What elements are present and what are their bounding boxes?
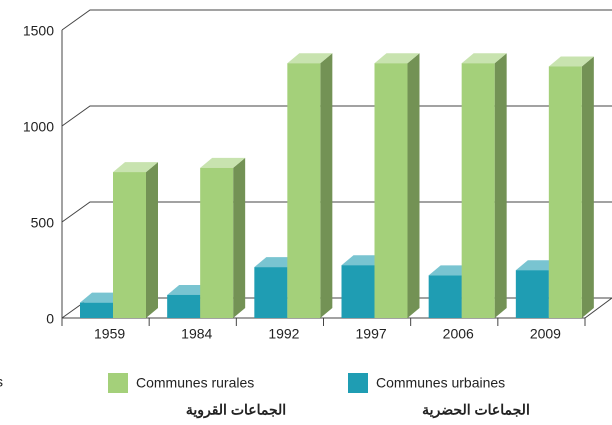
bar-top [200,157,246,168]
y-tick-label: 500 [31,215,55,231]
bar-front [80,302,113,318]
bar-top [461,53,507,64]
bar [287,53,333,318]
y-tick-label: 1500 [23,23,54,39]
bar-front [461,63,495,318]
bar [461,53,507,318]
bar-top [287,53,333,64]
y-tick-label: 0 [46,311,54,327]
legend-label: Communes rurales [136,375,254,391]
bar-top [113,162,158,173]
bar-side [494,53,507,318]
legend-swatch [348,373,368,393]
bar-front [287,63,321,318]
bar-front [428,275,462,318]
x-tick-label: 1997 [356,326,387,342]
legend-swatch [108,373,128,393]
bar-side [146,162,158,318]
bar [548,56,594,318]
bar-front [374,63,408,318]
bar-front [341,265,375,318]
grid-line [61,9,612,31]
x-tick-label: 2006 [443,326,474,342]
bar-side [233,157,246,318]
bar-top [374,53,420,64]
bar-front [548,66,582,318]
bar [374,53,420,318]
bar-front [515,270,549,318]
legend-fragment: s [0,374,3,390]
bar-front [113,172,146,318]
bar [200,157,246,318]
legend-subtitle: الجماعات الحضرية [422,402,530,419]
y-tick-label: 1000 [23,119,54,135]
bar-front [254,267,288,318]
grid-line [61,201,612,223]
grid-line [61,105,612,127]
bar-top [548,56,594,67]
bar-side [581,56,594,318]
bar [113,162,158,318]
x-tick-label: 1959 [94,326,125,342]
x-tick-label: 1992 [268,326,299,342]
x-tick-label: 1984 [181,326,212,342]
bar-side [320,53,333,318]
bar-front [167,294,201,318]
legend-label: Communes urbaines [376,375,505,391]
bar-front [200,167,234,318]
legend-subtitle: الجماعات القروية [186,402,286,419]
x-tick-label: 2009 [530,326,561,342]
bar-side [407,53,420,318]
